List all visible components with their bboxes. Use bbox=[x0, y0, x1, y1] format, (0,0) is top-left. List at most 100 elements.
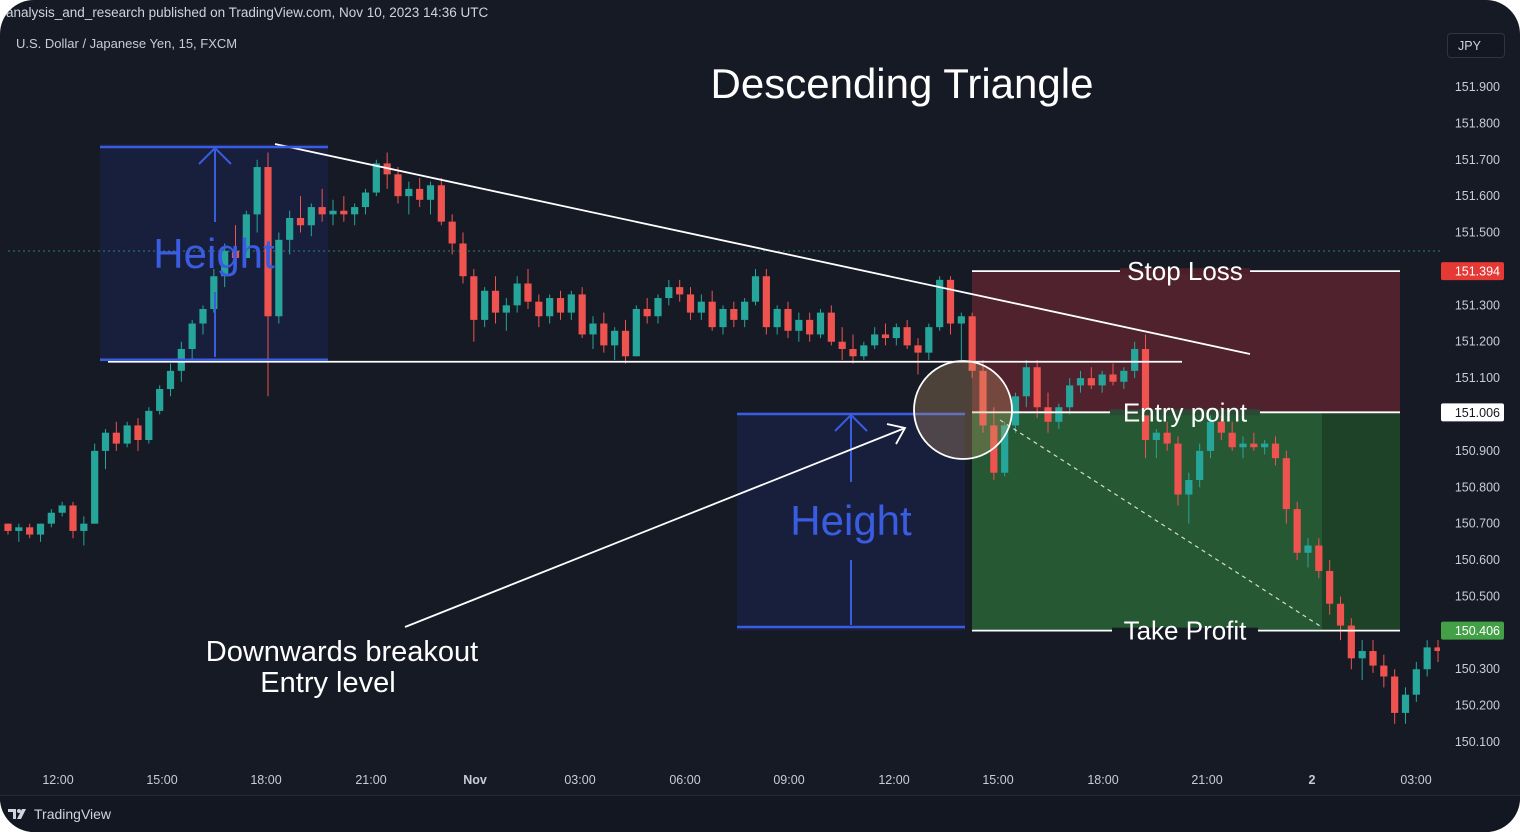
candle[interactable] bbox=[91, 443, 99, 524]
candle[interactable] bbox=[58, 501, 66, 517]
candle[interactable] bbox=[643, 298, 651, 324]
candle[interactable] bbox=[221, 243, 229, 288]
candle[interactable] bbox=[751, 268, 760, 306]
candle[interactable] bbox=[686, 287, 695, 320]
candle[interactable] bbox=[1109, 363, 1117, 386]
candle[interactable] bbox=[351, 203, 359, 226]
candle[interactable] bbox=[632, 305, 640, 357]
candle[interactable] bbox=[340, 196, 348, 222]
candle[interactable] bbox=[795, 312, 803, 342]
candle[interactable] bbox=[1261, 439, 1269, 455]
candle[interactable] bbox=[611, 327, 619, 360]
candle[interactable] bbox=[979, 359, 987, 433]
candle[interactable] bbox=[773, 305, 781, 335]
candle[interactable] bbox=[1163, 421, 1171, 451]
candle[interactable] bbox=[665, 279, 673, 306]
candle[interactable] bbox=[1391, 669, 1399, 724]
candle[interactable] bbox=[1315, 538, 1323, 579]
candle[interactable] bbox=[1120, 367, 1128, 390]
candle[interactable] bbox=[589, 316, 597, 349]
candle[interactable] bbox=[697, 294, 705, 320]
candle[interactable] bbox=[448, 214, 456, 255]
candle[interactable] bbox=[1412, 661, 1420, 702]
candle[interactable] bbox=[1087, 367, 1095, 390]
symbol-info[interactable]: U.S. Dollar / Japanese Yen, 15, FXCM bbox=[16, 36, 238, 51]
candle[interactable] bbox=[1401, 687, 1410, 724]
candle[interactable] bbox=[676, 279, 684, 302]
candle[interactable] bbox=[968, 312, 976, 379]
candle[interactable] bbox=[946, 276, 955, 335]
candle[interactable] bbox=[838, 327, 846, 360]
candle[interactable] bbox=[253, 159, 261, 233]
candle[interactable] bbox=[15, 523, 23, 542]
candle[interactable] bbox=[546, 294, 554, 324]
candle[interactable] bbox=[1174, 436, 1182, 506]
candle[interactable] bbox=[1066, 378, 1074, 415]
candle[interactable] bbox=[762, 268, 770, 335]
candle[interactable] bbox=[1001, 421, 1009, 477]
candle[interactable] bbox=[827, 305, 835, 346]
candle[interactable] bbox=[80, 516, 88, 546]
candle[interactable] bbox=[361, 188, 370, 215]
candle[interactable] bbox=[1196, 443, 1204, 488]
candle[interactable] bbox=[914, 338, 922, 375]
candle[interactable] bbox=[957, 312, 965, 360]
candle[interactable] bbox=[1293, 501, 1301, 561]
candle[interactable] bbox=[145, 407, 153, 444]
candle[interactable] bbox=[470, 268, 478, 342]
candle[interactable] bbox=[318, 188, 326, 222]
candle[interactable] bbox=[1347, 618, 1355, 670]
candle[interactable] bbox=[459, 232, 467, 284]
candle[interactable] bbox=[47, 509, 55, 528]
candle[interactable] bbox=[513, 276, 521, 313]
candle[interactable] bbox=[491, 276, 500, 324]
candle[interactable] bbox=[1326, 560, 1334, 615]
candle[interactable] bbox=[264, 152, 272, 397]
tradingview-logo[interactable]: TradingView bbox=[8, 806, 111, 822]
candle[interactable] bbox=[871, 327, 879, 349]
candle[interactable] bbox=[242, 210, 250, 259]
candle[interactable] bbox=[1055, 403, 1063, 430]
candle[interactable] bbox=[1304, 538, 1312, 568]
candle[interactable] bbox=[1423, 640, 1431, 677]
candle[interactable] bbox=[275, 232, 283, 324]
candle[interactable] bbox=[1336, 596, 1345, 641]
candle[interactable] bbox=[36, 523, 45, 542]
candle[interactable] bbox=[481, 287, 489, 328]
candle[interactable] bbox=[166, 363, 175, 397]
candle[interactable] bbox=[307, 203, 315, 237]
candle[interactable] bbox=[621, 319, 630, 364]
candle[interactable] bbox=[925, 323, 933, 360]
candle[interactable] bbox=[708, 290, 716, 331]
candle[interactable] bbox=[1098, 370, 1106, 393]
candle[interactable] bbox=[730, 301, 738, 328]
candle[interactable] bbox=[1271, 436, 1280, 466]
candle[interactable] bbox=[860, 341, 868, 360]
candle[interactable] bbox=[437, 177, 445, 226]
candle[interactable] bbox=[4, 523, 12, 535]
candle[interactable] bbox=[1369, 640, 1377, 673]
candle[interactable] bbox=[101, 429, 110, 470]
candle[interactable] bbox=[1022, 359, 1030, 408]
candle[interactable] bbox=[816, 308, 825, 339]
candle[interactable] bbox=[741, 298, 749, 328]
candle[interactable] bbox=[719, 305, 727, 335]
candle[interactable] bbox=[26, 523, 34, 539]
candle[interactable] bbox=[1131, 341, 1139, 379]
candle[interactable] bbox=[69, 501, 77, 539]
candle[interactable] bbox=[1282, 450, 1290, 524]
candle[interactable] bbox=[567, 290, 575, 320]
candle[interactable] bbox=[1206, 414, 1215, 459]
candle[interactable] bbox=[1239, 436, 1247, 459]
candle[interactable] bbox=[556, 290, 565, 320]
candle[interactable] bbox=[286, 210, 294, 255]
candle[interactable] bbox=[524, 268, 532, 309]
candle[interactable] bbox=[1228, 421, 1236, 451]
candle[interactable] bbox=[426, 181, 435, 215]
candle[interactable] bbox=[849, 334, 857, 364]
candle[interactable] bbox=[1250, 432, 1258, 451]
candle[interactable] bbox=[535, 294, 543, 328]
candle[interactable] bbox=[296, 196, 305, 233]
candle[interactable] bbox=[383, 152, 391, 189]
candle[interactable] bbox=[1380, 654, 1388, 688]
